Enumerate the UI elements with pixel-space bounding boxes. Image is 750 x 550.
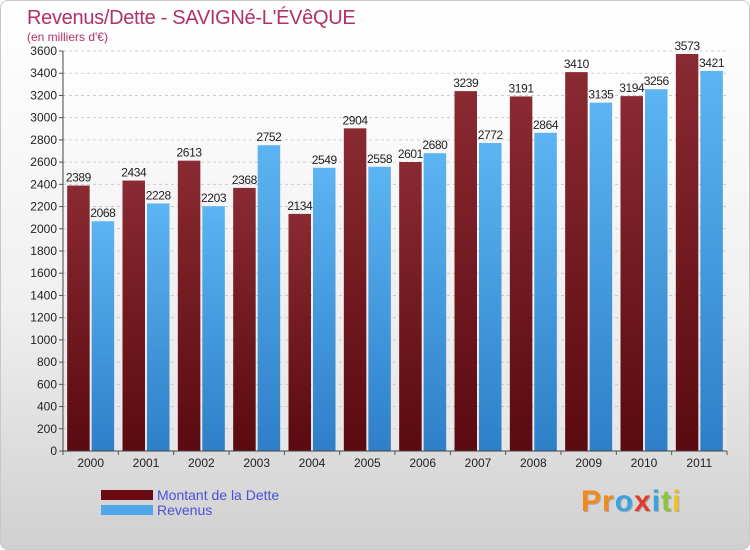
bar-revenue-2004 — [313, 167, 336, 451]
data-label-revenue-2003: 2752 — [256, 130, 282, 144]
data-label-revenue-2007: 2772 — [478, 128, 504, 142]
bar-revenue-2011 — [700, 70, 723, 451]
y-tick-label: 2200 — [30, 200, 57, 214]
data-label-revenue-2006: 2680 — [422, 138, 448, 152]
bar-debt-2005 — [343, 128, 367, 451]
bar-debt-2006 — [399, 162, 422, 451]
legend-swatch-debt — [101, 489, 153, 500]
bar-debt-2003 — [233, 187, 256, 451]
bar-debt-2009 — [565, 72, 588, 451]
y-tick-label: 600 — [37, 377, 57, 391]
y-tick-label: 800 — [37, 355, 57, 369]
y-tick-label: 2000 — [30, 222, 57, 236]
bar-revenue-2005 — [368, 166, 391, 451]
y-tick-label: 2400 — [30, 177, 57, 191]
y-tick-label: 3200 — [30, 88, 57, 102]
bar-debt-2007 — [454, 91, 477, 451]
data-label-revenue-2002: 2203 — [201, 191, 227, 205]
logo-letter: x — [634, 485, 652, 518]
x-tick-label: 2010 — [631, 456, 658, 470]
data-label-debt-2011: 3573 — [675, 39, 701, 53]
bar-debt-2002 — [177, 160, 201, 451]
legend-item-debt: Montant de la Dette — [101, 486, 280, 503]
logo-letter: r — [602, 485, 615, 518]
legend: Montant de la Dette Revenus — [101, 486, 280, 518]
bar-revenue-2006 — [423, 153, 447, 451]
proxiti-logo: Proxiti — [581, 485, 681, 519]
data-label-revenue-2004: 2549 — [312, 153, 338, 167]
data-label-debt-2000: 2389 — [66, 171, 92, 185]
bar-debt-2008 — [509, 96, 533, 451]
y-tick-label: 2800 — [30, 133, 57, 147]
y-tick-label: 400 — [37, 400, 57, 414]
data-label-debt-2003: 2368 — [232, 173, 258, 187]
chart-title: Revenus/Dette - SAVIGNé-L'ÉVêQUE — [27, 7, 356, 29]
data-label-debt-2010: 3194 — [619, 81, 645, 95]
legend-swatch-revenue — [101, 504, 153, 515]
bar-revenue-2000 — [91, 221, 115, 451]
y-tick-label: 1200 — [30, 311, 57, 325]
bar-debt-2010 — [620, 96, 643, 451]
data-label-revenue-2001: 2228 — [146, 188, 172, 202]
y-tick-label: 2600 — [30, 155, 57, 169]
bar-debt-2004 — [288, 213, 311, 451]
y-tick-label: 1800 — [30, 244, 57, 258]
y-tick-label: 3600 — [30, 44, 57, 58]
bar-debt-2001 — [122, 180, 145, 452]
x-tick-label: 2007 — [465, 456, 492, 470]
y-tick-label: 0 — [50, 444, 57, 458]
data-label-debt-2008: 3191 — [509, 81, 535, 95]
x-tick-label: 2003 — [243, 456, 270, 470]
data-label-debt-2001: 2434 — [121, 166, 147, 180]
data-label-revenue-2000: 2068 — [90, 206, 116, 220]
y-tick-label: 3000 — [30, 111, 57, 125]
data-label-revenue-2010: 3256 — [644, 74, 670, 88]
data-label-debt-2002: 2613 — [177, 146, 203, 160]
x-tick-label: 2008 — [520, 456, 547, 470]
logo-letter: i — [672, 485, 682, 518]
bar-revenue-2002 — [202, 206, 225, 451]
data-label-revenue-2008: 2864 — [533, 118, 559, 132]
bar-revenue-2001 — [147, 203, 170, 451]
bar-revenue-2009 — [589, 102, 613, 452]
data-label-revenue-2011: 3421 — [699, 56, 725, 70]
bar-revenue-2010 — [645, 89, 668, 451]
data-label-debt-2006: 2601 — [398, 147, 424, 161]
bar-revenue-2003 — [257, 145, 281, 451]
legend-label-revenue: Revenus — [157, 501, 213, 518]
data-label-debt-2004: 2134 — [287, 199, 313, 213]
y-tick-label: 1000 — [30, 333, 57, 347]
x-tick-label: 2009 — [575, 456, 602, 470]
data-label-revenue-2005: 2558 — [367, 152, 393, 166]
y-tick-label: 1600 — [30, 266, 57, 280]
legend-label-debt: Montant de la Dette — [157, 486, 280, 503]
legend-item-revenue: Revenus — [101, 501, 279, 518]
data-label-revenue-2009: 3135 — [588, 88, 614, 102]
x-tick-label: 2002 — [188, 456, 215, 470]
data-label-debt-2005: 2904 — [343, 113, 369, 127]
logo-letter: o — [614, 485, 635, 518]
logo-letter: i — [651, 485, 662, 518]
x-tick-label: 2011 — [686, 456, 712, 470]
y-tick-label: 1400 — [30, 288, 57, 302]
x-tick-label: 2005 — [354, 456, 381, 470]
logo-letter: t — [661, 485, 673, 518]
x-tick-label: 2006 — [409, 456, 436, 470]
data-label-debt-2007: 3239 — [453, 76, 479, 90]
y-tick-label: 3400 — [30, 66, 57, 80]
bar-debt-2011 — [675, 54, 699, 451]
bar-revenue-2007 — [479, 143, 502, 451]
data-label-debt-2009: 3410 — [564, 57, 590, 71]
logo-letter: P — [581, 485, 603, 518]
x-tick-label: 2001 — [133, 456, 160, 470]
x-tick-label: 2000 — [77, 456, 104, 470]
y-tick-label: 200 — [37, 422, 57, 436]
bar-revenue-2008 — [534, 132, 557, 451]
bar-debt-2000 — [67, 185, 90, 452]
x-tick-label: 2004 — [299, 456, 326, 470]
chart-subtitle: (en milliers d'€) — [27, 30, 108, 44]
